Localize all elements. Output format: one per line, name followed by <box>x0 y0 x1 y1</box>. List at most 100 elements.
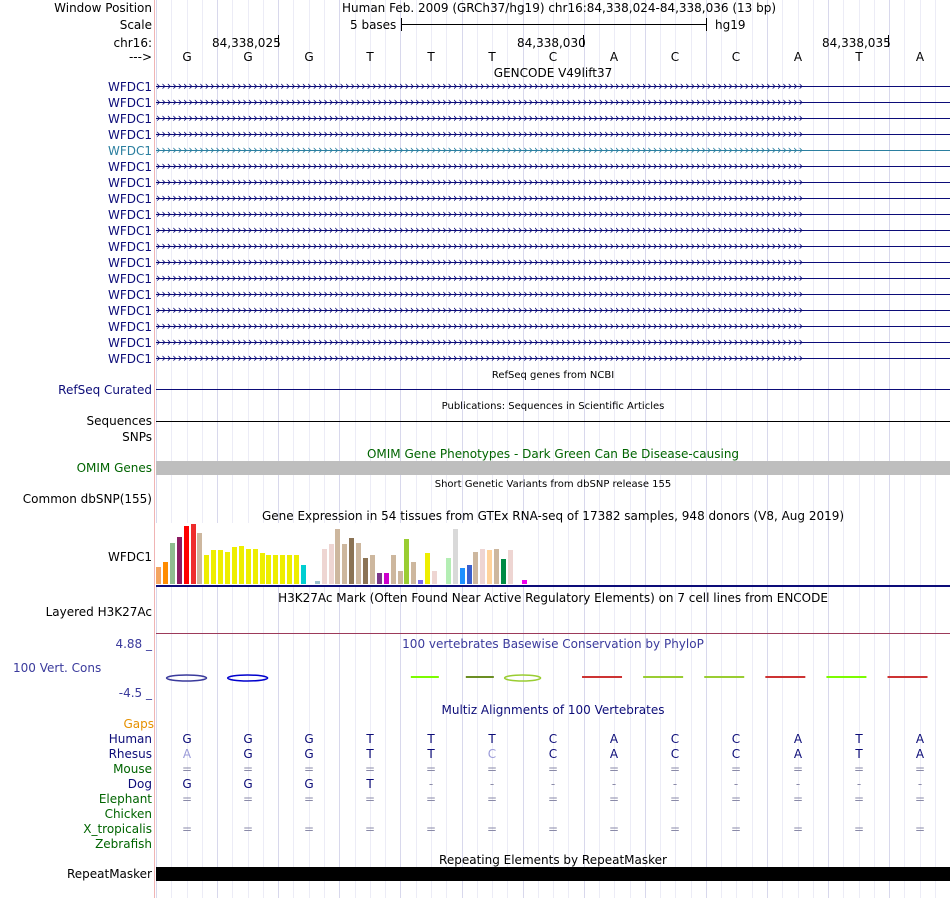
gtex-tissue-bar[interactable] <box>494 549 499 584</box>
gtex-tissue-bar[interactable] <box>342 544 347 584</box>
gtex-tissue-bar[interactable] <box>349 538 354 584</box>
gtex-tissue-bar[interactable] <box>177 537 182 584</box>
gtex-tissue-bar[interactable] <box>322 549 327 584</box>
gtex-tissue-bar[interactable] <box>294 555 299 584</box>
gencode-transcript-label[interactable]: WFDC1 <box>107 304 152 318</box>
gencode-transcript-label[interactable]: WFDC1 <box>107 176 152 190</box>
multiz-species-label[interactable]: Rhesus <box>108 747 152 761</box>
gtex-tissue-bar[interactable] <box>480 549 485 584</box>
gtex-tissue-bar[interactable] <box>260 553 265 584</box>
gtex-tissue-bar[interactable] <box>473 552 478 584</box>
omim-gene-bar[interactable] <box>156 461 950 475</box>
gencode-transcript-label[interactable]: WFDC1 <box>107 128 152 142</box>
gencode-transcript-label[interactable]: WFDC1 <box>107 336 152 350</box>
omim-label[interactable]: OMIM Genes <box>76 461 152 475</box>
gencode-transcript-label[interactable]: WFDC1 <box>107 160 152 174</box>
gencode-transcript-line[interactable] <box>156 198 950 199</box>
publications-snps-label[interactable]: SNPs <box>122 430 152 444</box>
gencode-transcript-label[interactable]: WFDC1 <box>107 192 152 206</box>
gtex-tissue-bar[interactable] <box>246 549 251 584</box>
gtex-tissue-bar[interactable] <box>370 555 375 584</box>
gtex-tissue-bar[interactable] <box>384 573 389 584</box>
gencode-transcript-line[interactable] <box>156 326 950 327</box>
gtex-tissue-bar[interactable] <box>453 529 458 584</box>
gtex-tissue-bar[interactable] <box>460 568 465 584</box>
gtex-tissue-bar[interactable] <box>398 571 403 584</box>
multiz-species-label[interactable]: Elephant <box>98 792 152 806</box>
gtex-tissue-bar[interactable] <box>522 580 527 584</box>
gtex-tissue-bar[interactable] <box>467 565 472 584</box>
gencode-transcript-label[interactable]: WFDC1 <box>107 272 152 286</box>
gencode-transcript-line[interactable] <box>156 214 950 215</box>
gencode-transcript-line[interactable] <box>156 182 950 183</box>
multiz-species-label[interactable]: Human <box>108 732 152 746</box>
gencode-transcript-line[interactable] <box>156 246 950 247</box>
multiz-species-label[interactable]: Chicken <box>104 807 152 821</box>
gtex-tissue-bar[interactable] <box>204 555 209 584</box>
gtex-tissue-bar[interactable] <box>253 549 258 584</box>
gencode-transcript-line[interactable] <box>156 358 950 359</box>
gencode-transcript-label[interactable]: WFDC1 <box>107 288 152 302</box>
gtex-tissue-bar[interactable] <box>446 558 451 584</box>
gencode-transcript-label[interactable]: WFDC1 <box>107 256 152 270</box>
gtex-tissue-bar[interactable] <box>315 581 320 584</box>
gtex-tissue-bar[interactable] <box>163 562 168 584</box>
gtex-tissue-bar[interactable] <box>501 559 506 584</box>
gencode-transcript-line[interactable] <box>156 150 950 151</box>
gtex-tissue-bar[interactable] <box>391 555 396 584</box>
gtex-tissue-bar[interactable] <box>425 553 430 584</box>
gencode-transcript-label[interactable]: WFDC1 <box>107 352 152 366</box>
gencode-transcript-line[interactable] <box>156 262 950 263</box>
publications-line[interactable] <box>156 421 950 422</box>
gtex-tissue-bar[interactable] <box>356 543 361 584</box>
multiz-species-label[interactable]: Dog <box>127 777 152 791</box>
gtex-tissue-bar[interactable] <box>508 550 513 584</box>
gtex-tissue-bar[interactable] <box>273 555 278 584</box>
gencode-transcript-label[interactable]: WFDC1 <box>107 80 152 94</box>
gtex-tissue-bar[interactable] <box>170 543 175 584</box>
gtex-tissue-bar[interactable] <box>197 533 202 584</box>
gencode-transcript-line[interactable] <box>156 166 950 167</box>
gencode-transcript-line[interactable] <box>156 134 950 135</box>
gtex-tissue-bar[interactable] <box>377 573 382 584</box>
gtex-tissue-bar[interactable] <box>287 555 292 584</box>
multiz-gaps-label[interactable]: Gaps <box>123 717 154 731</box>
gtex-tissue-bar[interactable] <box>335 529 340 584</box>
gtex-tissue-bar[interactable] <box>191 524 196 584</box>
multiz-species-label[interactable]: X_tropicalis <box>83 822 152 836</box>
gencode-transcript-label[interactable]: WFDC1 <box>107 96 152 110</box>
refseq-gene-line[interactable] <box>156 389 950 390</box>
gtex-tissue-bar[interactable] <box>363 558 368 584</box>
h3k27ac-signal-line[interactable] <box>156 633 950 634</box>
gencode-transcript-label[interactable]: WFDC1 <box>107 240 152 254</box>
gtex-tissue-bar[interactable] <box>418 580 423 584</box>
gtex-tissue-bar[interactable] <box>266 555 271 584</box>
gencode-transcript-label[interactable]: WFDC1 <box>107 224 152 238</box>
gtex-label[interactable]: WFDC1 <box>107 550 152 564</box>
gencode-transcript-label[interactable]: WFDC1 <box>107 112 152 126</box>
gencode-transcript-line[interactable] <box>156 118 950 119</box>
gencode-transcript-label[interactable]: WFDC1 <box>107 208 152 222</box>
gtex-tissue-bar[interactable] <box>184 526 189 584</box>
gtex-gene-line[interactable] <box>156 585 950 587</box>
publications-sequences-label[interactable]: Sequences <box>86 414 152 428</box>
gtex-tissue-bar[interactable] <box>404 539 409 584</box>
gencode-transcript-line[interactable] <box>156 86 950 87</box>
gencode-transcript-line[interactable] <box>156 230 950 231</box>
gtex-tissue-bar[interactable] <box>239 546 244 584</box>
refseq-label[interactable]: RefSeq Curated <box>58 383 152 397</box>
gtex-tissue-bar[interactable] <box>156 567 161 584</box>
gtex-tissue-bar[interactable] <box>411 562 416 584</box>
repeatmasker-label[interactable]: RepeatMasker <box>66 867 152 881</box>
gencode-transcript-line[interactable] <box>156 342 950 343</box>
gtex-tissue-bar[interactable] <box>232 547 237 584</box>
gtex-tissue-bar[interactable] <box>280 555 285 584</box>
conservation-label[interactable]: 100 Vert. Cons <box>13 661 102 675</box>
gencode-transcript-line[interactable] <box>156 102 950 103</box>
gtex-tissue-bar[interactable] <box>432 571 437 584</box>
gtex-tissue-bar[interactable] <box>225 552 230 584</box>
gencode-transcript-line[interactable] <box>156 294 950 295</box>
gencode-transcript-label[interactable]: WFDC1 <box>107 144 152 158</box>
gencode-transcript-line[interactable] <box>156 278 950 279</box>
multiz-species-label[interactable]: Zebrafish <box>95 837 152 851</box>
